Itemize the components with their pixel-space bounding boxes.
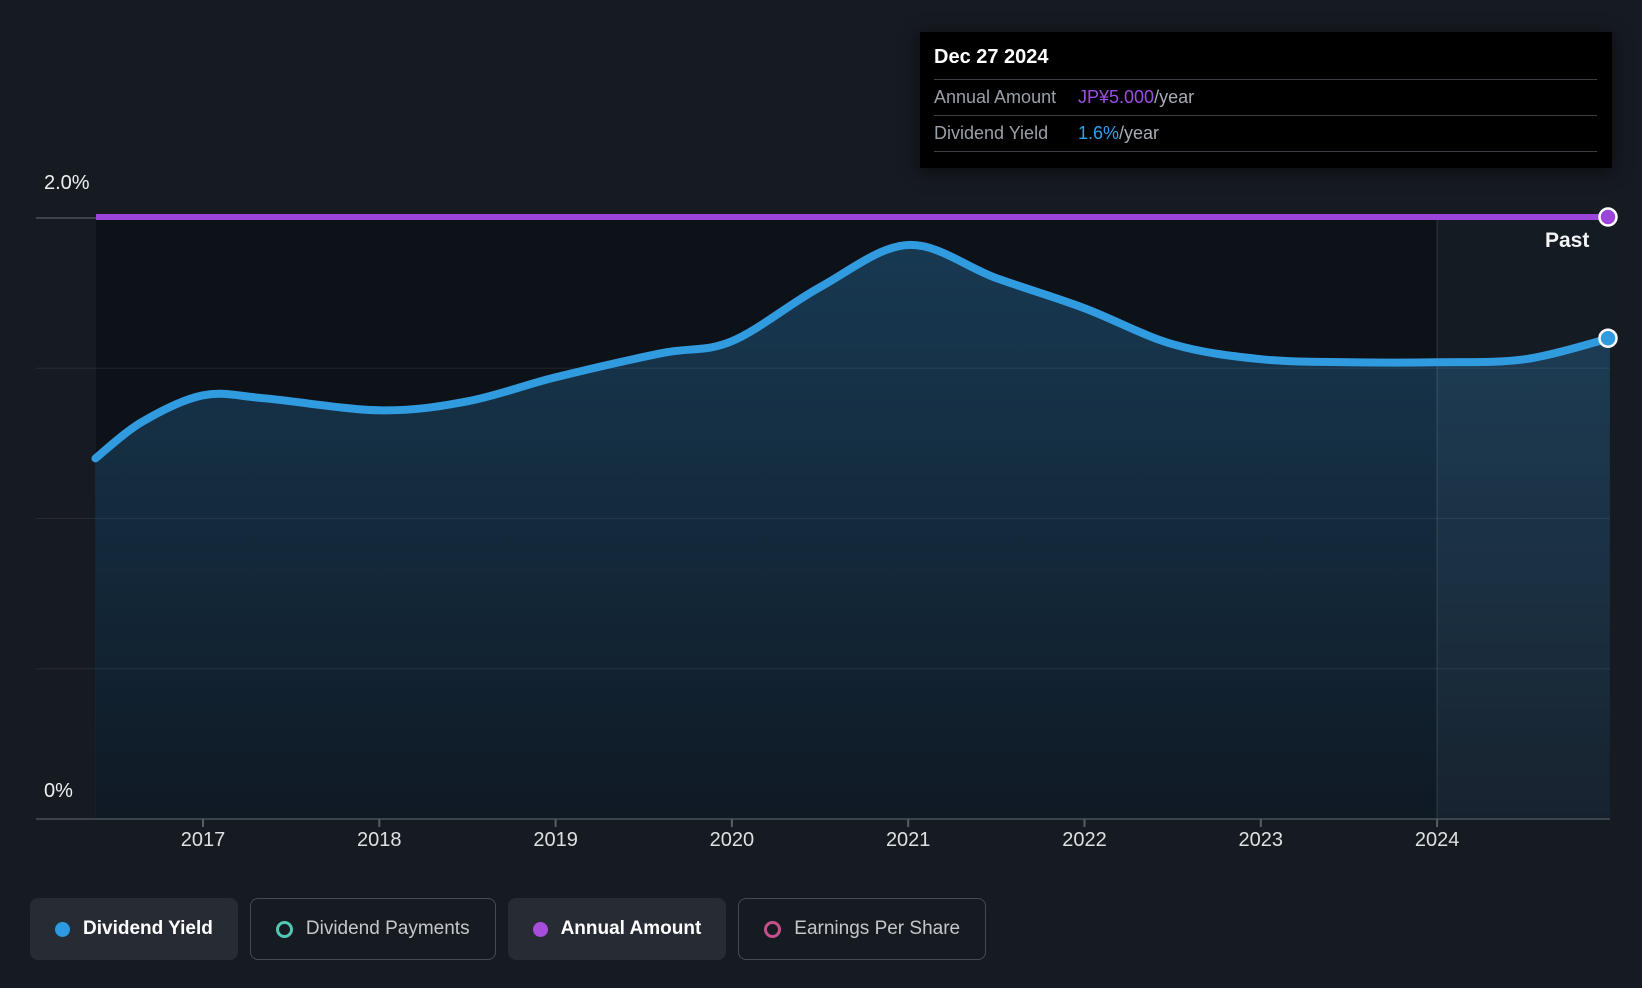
tooltip-date: Dec 27 2024 — [934, 32, 1597, 80]
tooltip-value: JP¥5.000 — [1078, 87, 1155, 107]
tooltip-row-dividend-yield: Dividend Yield 1.6%/year — [934, 116, 1597, 152]
annual-amount-dot-icon — [532, 921, 548, 937]
dividend-yield-dot-icon — [55, 921, 70, 937]
legend-toggle-earnings-per-share[interactable]: Earnings Per Share — [738, 898, 987, 960]
tooltip-label: Annual Amount — [934, 87, 1057, 107]
tooltip-suffix: /year — [1119, 123, 1160, 143]
dividend-yield-end-marker — [1598, 328, 1618, 348]
legend-label: Earnings Per Share — [794, 918, 961, 939]
annual-amount-end-marker — [1598, 207, 1618, 227]
legend-toggle-dividend-payments[interactable]: Dividend Payments — [249, 898, 496, 960]
legend-label: Dividend Payments — [305, 918, 470, 939]
tooltip-value: 1.6% — [1078, 123, 1120, 143]
dividend-yield-line — [91, 240, 1614, 463]
x-axis-label: 2019 — [533, 829, 578, 851]
chart-legend: Dividend Yield Dividend Payments Annual … — [30, 898, 987, 960]
tooltip-row-annual-amount: Annual Amount JP¥5.000/year — [934, 80, 1597, 116]
dividend-yield-area — [95, 244, 1610, 820]
legend-toggle-dividend-yield[interactable]: Dividend Yield — [30, 898, 238, 960]
legend-label: Annual Amount — [560, 918, 702, 939]
chart-tooltip: Dec 27 2024 Annual Amount JP¥5.000/year … — [920, 32, 1612, 168]
legend-toggle-annual-amount[interactable]: Annual Amount — [507, 898, 727, 960]
x-axis-label: 2024 — [1414, 829, 1460, 851]
x-axis-label: 2021 — [885, 829, 931, 851]
y-axis-label-top: 2.0% — [44, 172, 90, 194]
dividend-payments-ring-icon — [275, 920, 293, 938]
legend-label: Dividend Yield — [83, 918, 213, 939]
y-axis-label-bottom: 0% — [44, 780, 73, 802]
x-axis-label: 2023 — [1238, 829, 1284, 851]
tooltip-label: Dividend Yield — [934, 123, 1049, 143]
past-annotation: Past — [1545, 229, 1590, 252]
earnings-per-share-ring-icon — [764, 920, 782, 938]
x-axis-label: 2022 — [1062, 829, 1107, 851]
x-axis-label: 2020 — [709, 829, 755, 851]
x-axis — [36, 818, 1610, 827]
x-axis-label: 2017 — [180, 829, 226, 851]
tooltip-suffix: /year — [1154, 87, 1195, 107]
x-axis-label: 2018 — [357, 829, 402, 851]
past-region-band — [1437, 214, 1610, 819]
